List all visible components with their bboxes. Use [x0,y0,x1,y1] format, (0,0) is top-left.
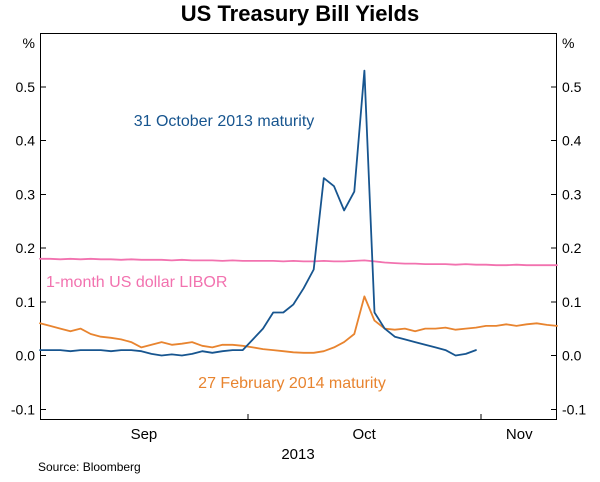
y-tick-label-right: 0.5 [562,79,582,95]
x-month-label-nov: Nov [506,426,533,443]
series-annotation-1-month-us-dollar-libor: 1-month US dollar LIBOR [46,274,227,291]
series-line-1-month-us-dollar-libor [39,257,558,267]
source-note: Source: Bloomberg [38,460,141,474]
plot-frame [40,33,557,420]
series-line-27-february-2014-maturity [39,295,558,354]
y-tick-label-left: 0.5 [16,79,36,95]
y-axis-unit-right: % [562,35,574,51]
y-tick-label-right: -0.1 [562,401,586,417]
y-tick-label-right: 0.2 [562,240,582,256]
series-annotation-31-october-2013-maturity: 31 October 2013 maturity [134,113,315,130]
chart-title: US Treasury Bill Yields [181,1,419,26]
y-tick-label-left: 0.4 [16,133,36,149]
y-tick-label-right: 0.0 [562,348,582,364]
plot-area: -0.1 -0.1 0.0 0.0 0.1 0.1 0.2 0.2 0.3 0.3 0.4 0.4 0.… [11,33,586,443]
y-tick-label-left: 0.2 [16,240,36,256]
y-tick-label-left: -0.1 [11,401,35,417]
x-axis-year-label: 2013 [281,446,314,463]
y-tick-label-left: 0.1 [16,294,36,310]
x-month-label-oct: Oct [352,426,376,443]
y-tick-label-left: 0.0 [16,348,36,364]
y-tick-label-right: 0.3 [562,186,582,202]
series-annotation-27-february-2014-maturity: 27 February 2014 maturity [198,375,386,392]
y-tick-label-right: 0.1 [562,294,582,310]
y-axis-unit-left: % [23,35,35,51]
x-month-label-sep: Sep [131,426,158,443]
y-tick-label-right: 0.4 [562,133,582,149]
y-tick-label-left: 0.3 [16,186,36,202]
series-line-31-october-2013-maturity [39,69,477,357]
